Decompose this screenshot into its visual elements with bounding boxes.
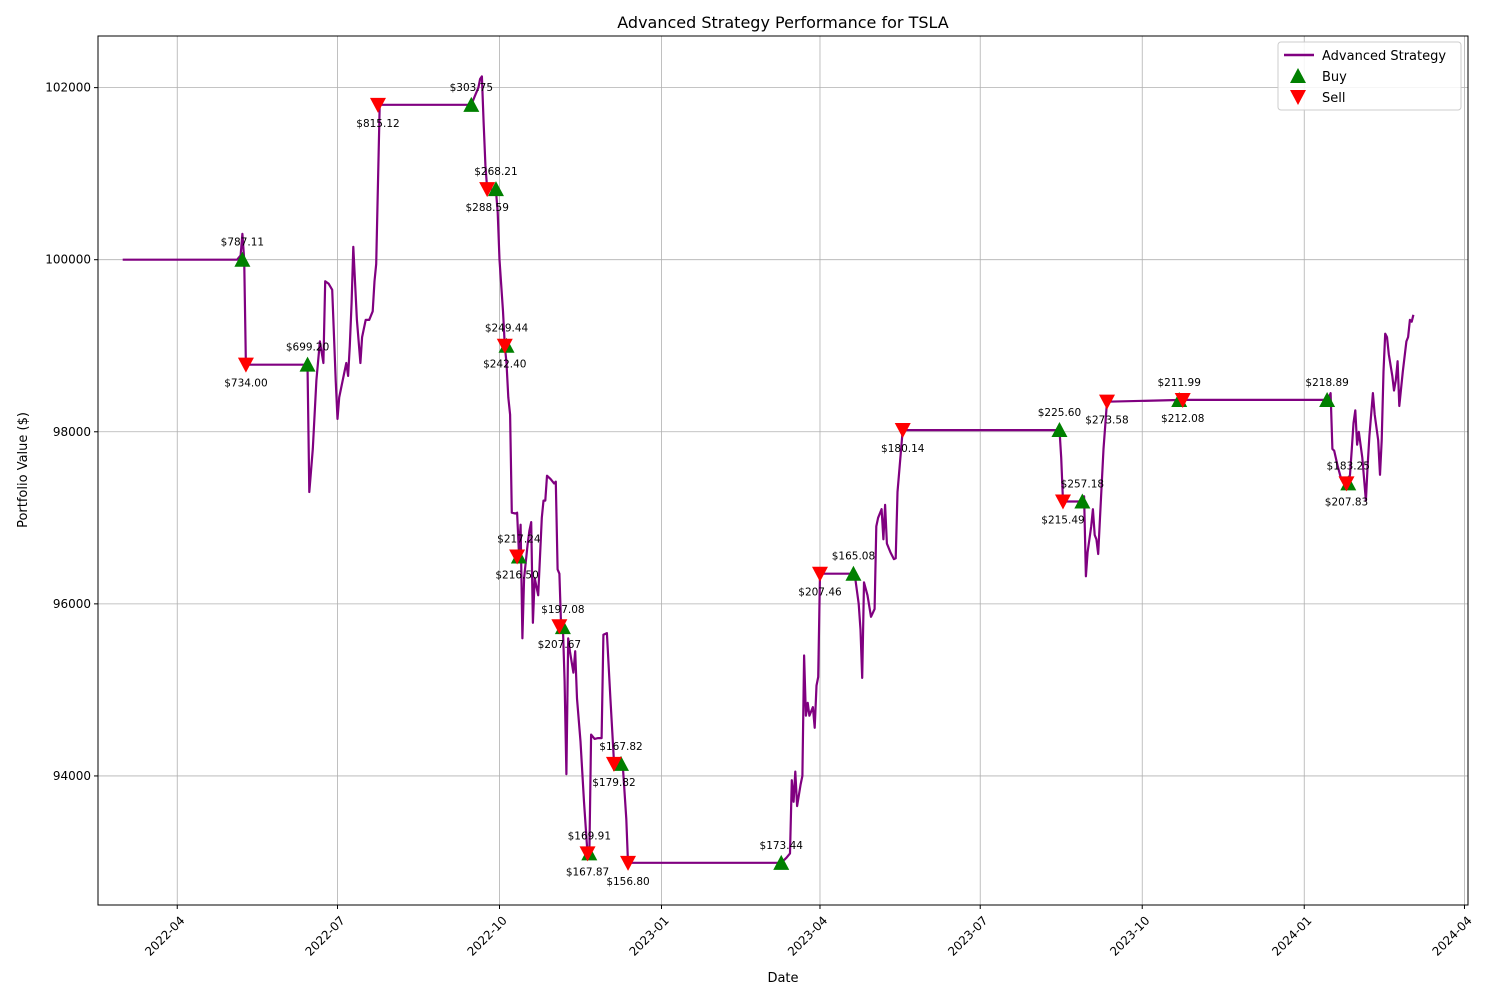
- sell-marker: [551, 619, 568, 635]
- marker-layer: [234, 96, 1357, 871]
- legend-line-label: Advanced Strategy: [1322, 49, 1446, 64]
- buy-marker: [773, 854, 790, 870]
- legend: Advanced Strategy Buy Sell: [1277, 41, 1462, 111]
- buy-price-label: $787.11: [221, 237, 264, 249]
- sell-marker: [620, 855, 637, 871]
- y-axis-label: Portfolio Value ($): [16, 412, 31, 528]
- sell-price-label: $734.00: [224, 378, 267, 390]
- sell-price-label: $180.14: [881, 443, 925, 455]
- sell-price-label: $179.82: [592, 777, 635, 789]
- series-line-advanced-strategy: [122, 75, 1415, 864]
- line-layer: [122, 75, 1415, 864]
- buy-price-label: $173.44: [760, 840, 804, 852]
- sell-price-label: $212.08: [1161, 413, 1204, 425]
- y-tick-label: 102000: [45, 81, 91, 95]
- sell-price-label: $215.49: [1041, 514, 1084, 526]
- x-tick-label: 2023-10: [1107, 913, 1152, 958]
- legend-buy-label: Buy: [1322, 70, 1347, 85]
- buy-price-label: $257.18: [1061, 478, 1104, 490]
- buy-price-label: $218.89: [1305, 377, 1348, 389]
- y-tick-label: 100000: [45, 253, 91, 267]
- buy-price-label: $197.08: [541, 604, 584, 616]
- x-tick-label: 2022-10: [464, 913, 509, 958]
- x-tick-label: 2023-04: [785, 913, 830, 958]
- buy-marker: [463, 96, 480, 112]
- buy-marker: [299, 356, 316, 372]
- buy-price-label: $217.24: [497, 534, 541, 546]
- buy-price-label: $249.44: [485, 323, 529, 335]
- buy-price-label: $167.82: [599, 741, 642, 753]
- x-tick-label: 2022-04: [142, 913, 187, 958]
- sell-price-label: $242.40: [483, 359, 526, 371]
- x-tick-label: 2024-04: [1429, 913, 1474, 958]
- buy-price-label: $303.75: [450, 82, 493, 94]
- sell-marker: [369, 97, 386, 113]
- sell-price-label: $207.67: [538, 639, 581, 651]
- buy-price-label: $211.99: [1157, 377, 1200, 389]
- x-axis: 2022-04 2022-07 2022-10 2023-01 2023-04 2023-…: [142, 905, 1475, 959]
- grid-layer: [98, 36, 1468, 905]
- annotation-layer: $787.11 $699.20 $303.75 $268.21 $249.44 $217.…: [221, 82, 1370, 888]
- sell-price-label: $207.83: [1325, 496, 1368, 508]
- sell-marker: [894, 423, 911, 439]
- sell-marker: [479, 182, 496, 198]
- sell-marker: [605, 756, 622, 772]
- y-tick-label: 98000: [53, 425, 91, 439]
- y-axis: 94000 96000 98000 100000 102000: [45, 81, 98, 783]
- plot-frame: [97, 35, 1469, 906]
- sell-marker: [237, 357, 254, 373]
- sell-marker: [1054, 494, 1071, 510]
- sell-marker: [496, 338, 513, 354]
- sell-marker: [579, 846, 596, 862]
- sell-price-label: $815.12: [356, 118, 399, 130]
- legend-sell-label: Sell: [1322, 91, 1345, 106]
- sell-price-label: $167.87: [566, 866, 609, 878]
- x-tick-label: 2023-07: [945, 913, 990, 958]
- buy-marker: [1074, 493, 1091, 509]
- buy-price-label: $183.25: [1327, 460, 1370, 472]
- buy-marker: [1319, 391, 1336, 407]
- buy-price-label: $225.60: [1038, 407, 1081, 419]
- legend-box: [1277, 41, 1462, 111]
- sell-price-label: $273.58: [1085, 415, 1128, 427]
- sell-price-label: $288.59: [465, 202, 508, 214]
- y-tick-label: 96000: [53, 597, 91, 611]
- sell-marker: [811, 566, 828, 582]
- sell-marker: [1099, 394, 1116, 410]
- buy-marker: [234, 251, 251, 267]
- sell-marker: [509, 549, 526, 565]
- x-tick-label: 2024-01: [1269, 913, 1314, 958]
- x-axis-label: Date: [767, 971, 798, 986]
- sell-marker: [1174, 392, 1191, 408]
- buy-price-label: $699.20: [286, 342, 329, 354]
- y-tick-label: 94000: [53, 769, 91, 783]
- legend-buy-swatch: [1290, 68, 1306, 83]
- chart-title: Advanced Strategy Performance for TSLA: [617, 13, 949, 32]
- sell-marker: [1338, 476, 1355, 492]
- sell-price-label: $207.46: [798, 587, 842, 599]
- buy-price-label: $268.21: [474, 166, 517, 178]
- buy-price-label: $165.08: [832, 551, 875, 563]
- buy-marker: [1051, 422, 1068, 438]
- buy-price-label: $169.91: [568, 830, 611, 842]
- sell-price-label: $216.50: [495, 570, 538, 582]
- buy-marker: [845, 565, 862, 581]
- buy-marker: [612, 755, 629, 771]
- legend-sell-swatch: [1290, 90, 1306, 105]
- buy-marker: [487, 181, 504, 197]
- sell-price-label: $156.80: [606, 876, 649, 888]
- x-tick-label: 2022-07: [302, 913, 347, 958]
- x-tick-label: 2023-01: [626, 913, 671, 958]
